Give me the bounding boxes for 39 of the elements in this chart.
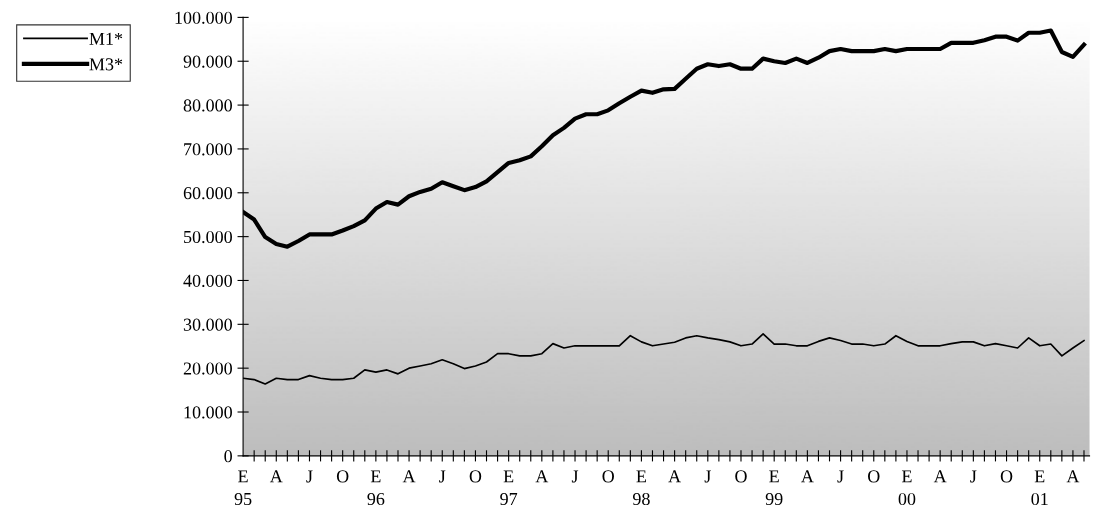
legend-label: M3* xyxy=(89,58,123,71)
x-tick-label: O xyxy=(469,470,482,483)
x-tick-label: A xyxy=(801,470,814,483)
x-tick-label: J xyxy=(837,470,844,483)
x-tick-label: E 95 xyxy=(234,470,252,506)
x-tick-label: E 96 xyxy=(367,470,385,506)
y-tick-label: 0 xyxy=(224,450,232,463)
x-tick-label: A xyxy=(1066,470,1080,483)
x-tick-label: E 01 xyxy=(1031,470,1048,506)
y-tick-label: 30.000 xyxy=(183,318,232,331)
y-tick-label: 40.000 xyxy=(183,274,232,287)
y-tick-label: 80.000 xyxy=(183,99,232,112)
x-tick-label: E 98 xyxy=(632,470,650,506)
x-tick-label: J xyxy=(306,470,313,483)
x-tick-label: O xyxy=(1000,470,1013,483)
x-tick-label: A xyxy=(402,470,416,483)
x-tick-label: A xyxy=(668,470,681,483)
y-tick-label: 90.000 xyxy=(183,55,232,68)
x-tick-label: E 99 xyxy=(765,470,783,506)
y-tick-label: 50.000 xyxy=(184,230,232,244)
x-tick-label: A xyxy=(269,470,283,483)
x-tick-label: A xyxy=(535,470,549,483)
y-tick-label: 60.000 xyxy=(183,187,232,200)
x-tick-label: O xyxy=(602,470,614,483)
y-tick-label: 100.000 xyxy=(175,11,232,24)
y-tick-label: 70.000 xyxy=(184,143,232,156)
x-tick-label: O xyxy=(336,470,349,483)
x-tick-label: E 00 xyxy=(898,470,916,506)
legend-label: M1* xyxy=(89,32,123,45)
y-tick-label: 10.000 xyxy=(184,406,232,419)
x-tick-label: J xyxy=(439,470,446,483)
x-tick-label: J xyxy=(970,470,977,483)
x-tick-label: J xyxy=(571,470,579,483)
y-tick-label: 20.000 xyxy=(183,362,232,375)
x-tick-label: J xyxy=(704,470,711,483)
x-tick-label: O xyxy=(867,470,880,483)
x-tick-label: E 97 xyxy=(500,470,518,506)
x-tick-label: O xyxy=(735,470,747,483)
x-tick-label: A xyxy=(933,470,947,483)
